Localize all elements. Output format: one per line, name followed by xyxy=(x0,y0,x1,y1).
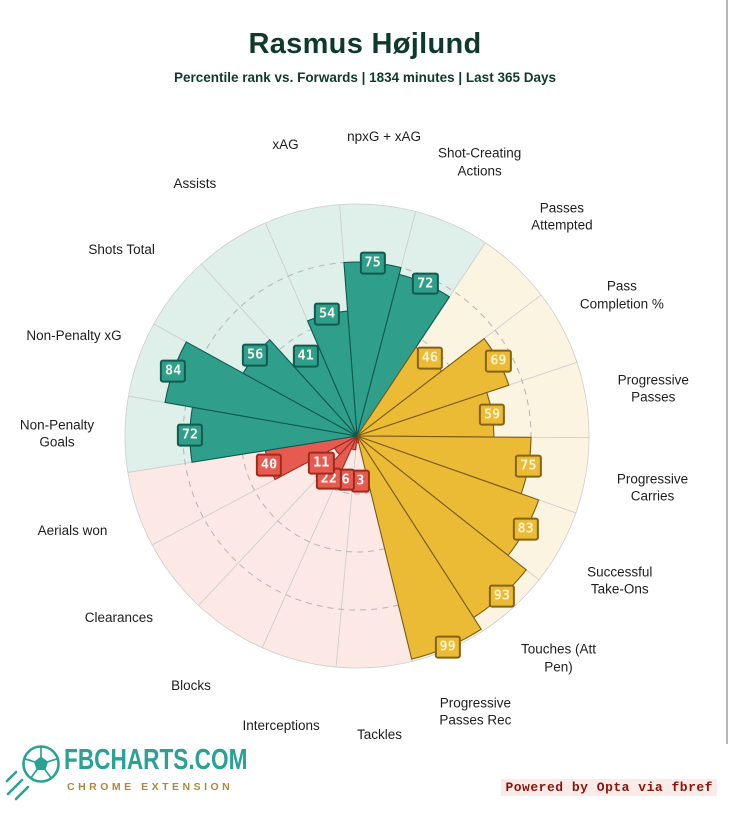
category-label: Touches (Att Pen) xyxy=(520,641,597,675)
value-badge: 11 xyxy=(308,451,335,475)
value-badge: 41 xyxy=(292,344,319,368)
value-badge: 69 xyxy=(485,349,512,373)
data-credit: Powered by Opta via fbref xyxy=(501,779,717,796)
category-label: Clearances xyxy=(84,610,154,626)
value-badge: 72 xyxy=(176,423,204,447)
category-label: Blocks xyxy=(171,678,211,694)
category-label: Non-Penalty xG xyxy=(26,328,122,344)
category-label: Shots Total xyxy=(88,242,155,258)
brand-wordmark: FBCHARTS.COM xyxy=(64,744,248,776)
value-badge: 84 xyxy=(160,359,187,383)
soccer-ball-icon xyxy=(5,745,60,801)
brand-tagline: CHROME EXTENSION xyxy=(67,781,234,793)
motion-line xyxy=(6,778,24,796)
category-label: Progressive Carries xyxy=(616,471,689,504)
category-label: Aerials won xyxy=(37,523,108,539)
category-label: Progressive Passes xyxy=(617,372,689,405)
category-label: Pass Completion % xyxy=(579,278,664,312)
value-badge: 83 xyxy=(512,517,539,541)
value-badge: 59 xyxy=(479,403,506,426)
category-label: Progressive Passes Rec xyxy=(439,695,512,728)
category-label: Assists xyxy=(173,175,217,191)
category-label: npxG + xAG xyxy=(347,129,422,145)
value-badge: 40 xyxy=(255,454,283,477)
category-label: Non-Penalty Goals xyxy=(19,417,95,450)
motion-line xyxy=(14,785,30,801)
value-badge: 56 xyxy=(241,343,269,367)
category-label: Shot-Creating Actions xyxy=(437,145,522,179)
value-badge: 99 xyxy=(434,635,461,659)
motion-line xyxy=(5,770,18,783)
category-label: Successful Take-Ons xyxy=(587,564,653,597)
value-badge: 72 xyxy=(412,272,439,295)
category-label: Passes Attempted xyxy=(531,200,593,233)
page-subtitle: Percentile rank vs. Forwards | 1834 minu… xyxy=(174,70,556,85)
page-title: Rasmus Højlund xyxy=(248,28,482,60)
category-label: Interceptions xyxy=(242,718,320,734)
right-border-line xyxy=(726,0,728,744)
value-badge: 75 xyxy=(359,251,386,275)
value-badge: 75 xyxy=(515,454,542,478)
value-badge: 46 xyxy=(416,346,444,370)
value-badge: 54 xyxy=(314,302,341,326)
category-label: xAG xyxy=(272,136,299,152)
category-label: Tackles xyxy=(356,727,402,743)
value-badge: 93 xyxy=(488,584,516,608)
